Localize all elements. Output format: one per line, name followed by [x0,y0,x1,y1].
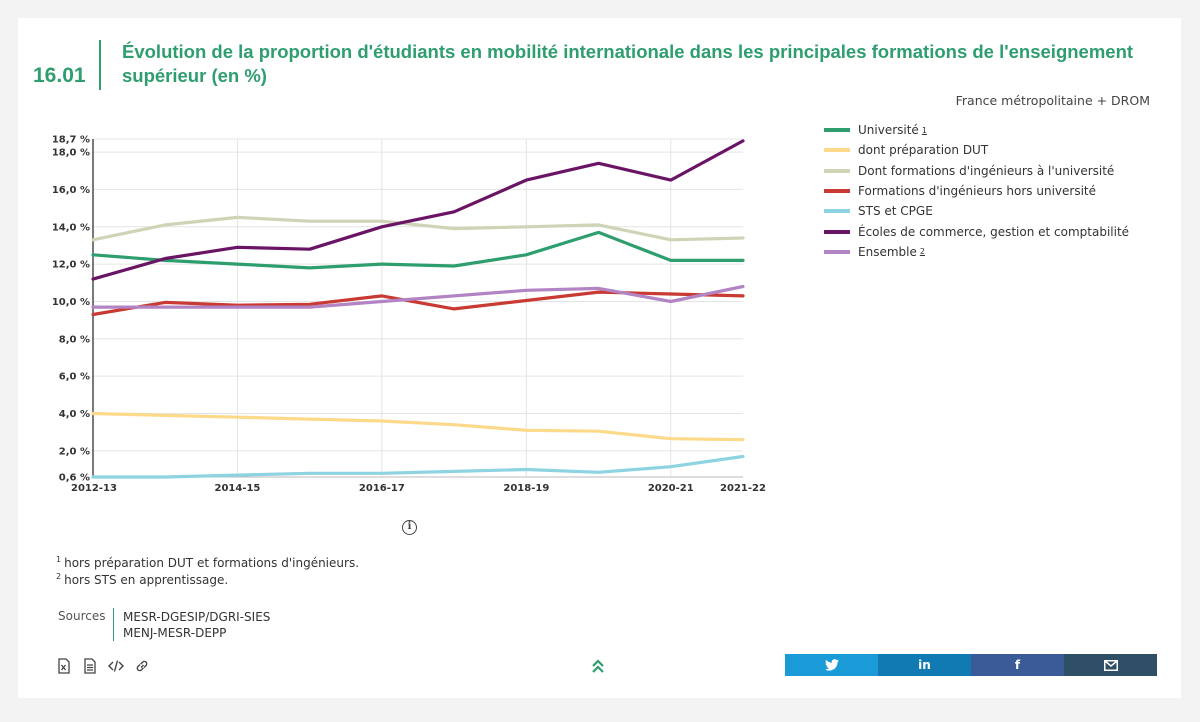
x-tick-label: 2016-17 [359,483,405,494]
legend-swatch [824,249,850,254]
series-line [91,139,745,281]
footnote-2: 2 hors STS en apprentissage. [56,572,229,587]
legend-item[interactable]: Ensemble 2 [824,242,1129,262]
link-icon[interactable] [134,658,150,674]
legend-item[interactable]: STS et CPGE [824,201,1129,221]
excel-icon[interactable] [56,658,72,674]
y-tick-label: 12,0 % [52,260,90,271]
sources-divider [113,608,114,641]
y-tick-label: 6,0 % [59,372,90,383]
email-share-button[interactable] [1064,654,1157,676]
facebook-icon: f [1014,658,1021,672]
y-tick-label: 4,0 % [59,409,90,420]
legend-label: Écoles de commerce, gestion et comptabil… [858,224,1130,239]
scroll-up-icon[interactable] [590,658,606,674]
y-tick-label: 2,0 % [59,446,90,457]
x-tick-label: 2018-19 [503,483,549,494]
series-line [91,215,745,242]
info-icon[interactable]: i [402,520,417,535]
code-icon[interactable] [108,658,124,674]
linkedin-icon: in [918,658,931,672]
legend-item[interactable]: dont préparation DUT [824,140,1129,160]
footnote-ref[interactable]: 2 [919,247,925,257]
legend-swatch [824,229,850,234]
legend-swatch [824,168,850,173]
legend-label: Dont formations d'ingénieurs à l'univers… [858,163,1115,178]
chart-card: 16.01 Évolution de la proportion d'étudi… [18,18,1181,698]
title-divider [99,40,101,90]
legend-item[interactable]: Formations d'ingénieurs hors université [824,181,1129,201]
y-tick-label: 16,0 % [52,185,90,196]
legend-label: STS et CPGE [858,204,933,219]
line-chart: 0,6 % 2,0 % 4,0 % 6,0 % 8,0 % 10,0 % 12,0 % 14,… [52,135,766,495]
x-tick-label: 2020-21 [648,483,694,494]
legend-item[interactable]: Écoles de commerce, gestion et comptabil… [824,221,1129,241]
linkedin-share-button[interactable]: in [878,654,971,676]
legend-swatch [824,148,850,153]
document-icon[interactable] [82,658,98,674]
legend-swatch [824,189,850,194]
legend-label: dont préparation DUT [858,143,989,158]
chart-title: Évolution de la proportion d'étudiants e… [122,41,1134,86]
sources-label: Sources [58,609,106,623]
x-tick-label: 2014-15 [214,483,260,494]
footnote-1: 1 hors préparation DUT et formations d'in… [56,555,360,570]
y-tick-label: 0,6 % [59,473,90,484]
share-bar: in f [785,654,1157,676]
footnote-ref[interactable]: 1 [921,125,927,135]
legend-label: Formations d'ingénieurs hors université [858,184,1097,199]
y-tick-label: 18,7 % [52,135,90,146]
series-line [91,411,745,442]
source-item: MENJ-MESR-DEPP [123,626,227,640]
x-tick-label: 2021-22 [720,483,766,494]
legend-item[interactable]: Université 1 [824,120,1129,140]
y-tick-label: 18,0 % [52,148,90,159]
x-tick-label: 2012-13 [71,483,117,494]
tools-bar [56,658,150,674]
y-tick-label: 14,0 % [52,222,90,233]
series-line [91,230,745,270]
chart-scope: France métropolitaine + DROM [955,93,1150,108]
y-tick-label: 10,0 % [52,297,90,308]
facebook-share-button[interactable]: f [971,654,1064,676]
legend-swatch [824,209,850,214]
series-line [91,284,745,309]
legend-item[interactable]: Dont formations d'ingénieurs à l'univers… [824,161,1129,181]
twitter-share-button[interactable] [785,654,878,676]
mail-icon [1103,659,1118,671]
series-line [91,454,745,479]
twitter-icon [824,659,839,671]
figure-number: 16.01 [33,64,86,87]
legend-label: Université [858,123,919,138]
legend-swatch [824,128,850,133]
series-line [91,290,745,317]
sources-list: MESR-DGESIP/DGRI-SIES MENJ-MESR-DEPP [123,609,270,641]
y-tick-label: 8,0 % [59,334,90,345]
legend-label: Ensemble [858,244,917,259]
chart-legend: Université 1 dont préparation DUT Dont form… [824,120,1129,262]
source-item: MESR-DGESIP/DGRI-SIES [123,610,271,624]
